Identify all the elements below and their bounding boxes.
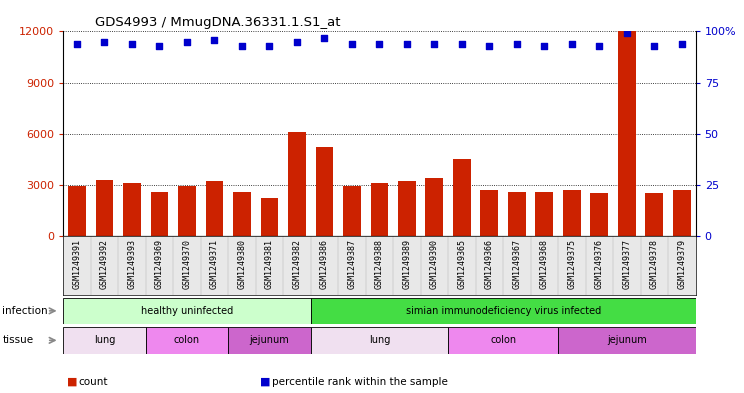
Text: simian immunodeficiency virus infected: simian immunodeficiency virus infected	[405, 306, 601, 316]
Bar	[563, 190, 581, 236]
Text: percentile rank within the sample: percentile rank within the sample	[272, 377, 447, 387]
Bar	[343, 186, 361, 236]
Text: GSM1249370: GSM1249370	[182, 239, 191, 289]
Text: GSM1249371: GSM1249371	[210, 239, 219, 289]
Bar	[536, 191, 554, 236]
Bar	[591, 193, 609, 236]
Point	[401, 40, 413, 47]
Point	[126, 40, 138, 47]
Point	[236, 42, 248, 49]
Bar	[150, 191, 168, 236]
Bar	[371, 183, 388, 236]
Text: GSM1249379: GSM1249379	[677, 239, 687, 289]
Text: GSM1249378: GSM1249378	[650, 239, 659, 289]
Bar	[63, 298, 311, 324]
Bar	[508, 191, 526, 236]
Point	[153, 42, 165, 49]
Bar	[311, 327, 448, 354]
Point	[456, 40, 468, 47]
Point	[71, 40, 83, 47]
Text: GSM1249393: GSM1249393	[127, 239, 136, 289]
Text: GSM1249387: GSM1249387	[347, 239, 356, 289]
Bar	[646, 193, 664, 236]
Text: lung: lung	[94, 335, 115, 345]
Text: GSM1249389: GSM1249389	[403, 239, 411, 289]
Point	[263, 42, 275, 49]
Text: GSM1249366: GSM1249366	[485, 239, 494, 289]
Point	[181, 39, 193, 45]
Point	[539, 42, 551, 49]
Point	[566, 40, 578, 47]
Point	[346, 40, 358, 47]
Text: GSM1249392: GSM1249392	[100, 239, 109, 289]
Text: GSM1249381: GSM1249381	[265, 239, 274, 289]
Text: GSM1249375: GSM1249375	[568, 239, 577, 289]
Bar	[68, 186, 86, 236]
Point	[429, 40, 440, 47]
Point	[318, 35, 330, 41]
Text: tissue: tissue	[2, 335, 33, 345]
Bar	[288, 132, 306, 236]
Bar	[558, 327, 696, 354]
Bar	[95, 180, 113, 236]
Point	[649, 42, 661, 49]
Text: GSM1249380: GSM1249380	[237, 239, 246, 289]
Point	[208, 37, 220, 43]
Point	[291, 39, 303, 45]
Bar	[453, 159, 471, 236]
Text: GSM1249390: GSM1249390	[430, 239, 439, 289]
Text: count: count	[78, 377, 108, 387]
Bar	[618, 31, 636, 236]
Point	[98, 39, 110, 45]
Bar	[481, 190, 498, 236]
Point	[511, 40, 523, 47]
Point	[594, 42, 606, 49]
Text: GSM1249365: GSM1249365	[458, 239, 466, 289]
Text: GSM1249369: GSM1249369	[155, 239, 164, 289]
Bar	[233, 191, 251, 236]
Bar	[178, 186, 196, 236]
Bar	[146, 327, 228, 354]
Text: GSM1249367: GSM1249367	[513, 239, 522, 289]
Bar	[311, 298, 696, 324]
Text: GSM1249382: GSM1249382	[292, 239, 301, 289]
Text: infection: infection	[2, 306, 48, 316]
Text: GSM1249377: GSM1249377	[623, 239, 632, 289]
Bar	[205, 181, 223, 236]
Text: jejunum: jejunum	[607, 335, 647, 345]
Bar	[123, 183, 141, 236]
Text: GSM1249386: GSM1249386	[320, 239, 329, 289]
Bar	[426, 178, 443, 236]
Point	[373, 40, 385, 47]
Bar	[315, 147, 333, 236]
Text: colon: colon	[174, 335, 200, 345]
Bar	[260, 198, 278, 236]
Bar	[228, 327, 311, 354]
Point	[676, 40, 688, 47]
Text: GSM1249368: GSM1249368	[540, 239, 549, 289]
Point	[484, 42, 496, 49]
Bar	[448, 327, 558, 354]
Text: GSM1249388: GSM1249388	[375, 239, 384, 289]
Bar	[398, 181, 416, 236]
Text: jejunum: jejunum	[249, 335, 289, 345]
Point	[621, 30, 633, 37]
Text: GSM1249391: GSM1249391	[72, 239, 82, 289]
Text: healthy uninfected: healthy uninfected	[141, 306, 233, 316]
Text: colon: colon	[490, 335, 516, 345]
Text: GSM1249376: GSM1249376	[595, 239, 604, 289]
Text: GDS4993 / MmugDNA.36331.1.S1_at: GDS4993 / MmugDNA.36331.1.S1_at	[95, 16, 340, 29]
Bar	[63, 327, 146, 354]
Text: ■: ■	[260, 377, 271, 387]
Text: lung: lung	[369, 335, 390, 345]
Text: ■: ■	[67, 377, 77, 387]
Bar	[673, 190, 691, 236]
